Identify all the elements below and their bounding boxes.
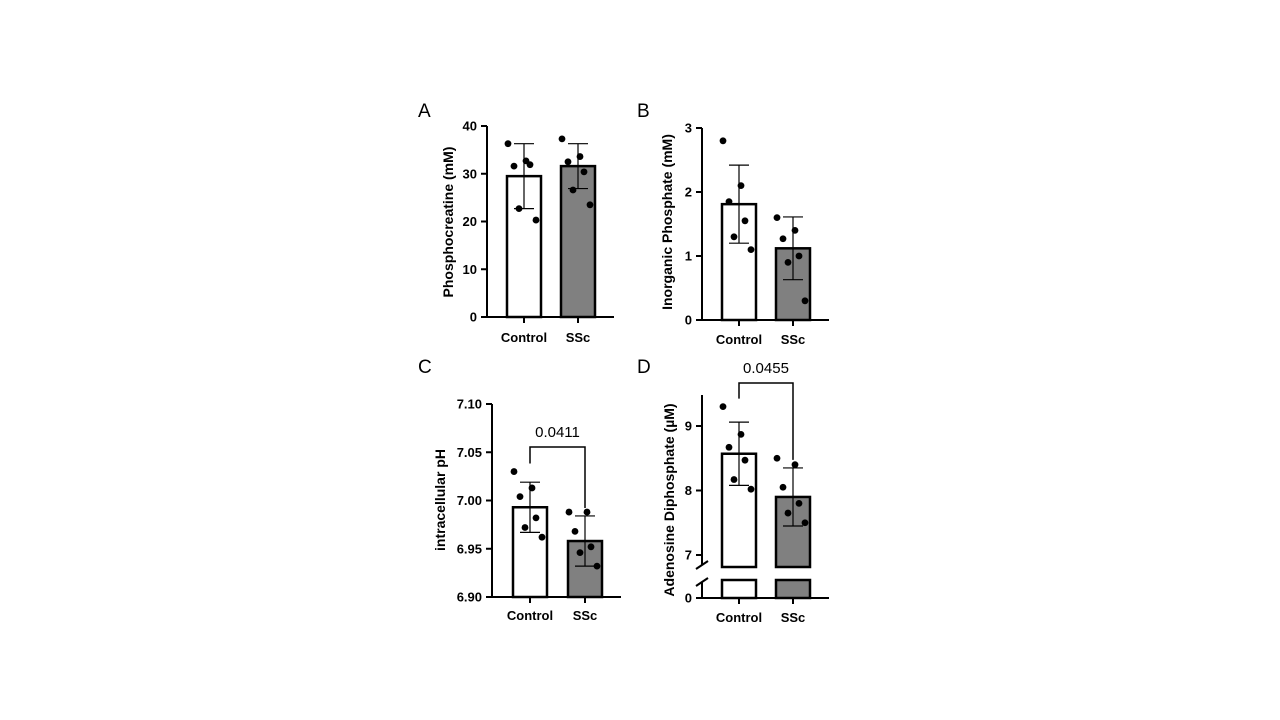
data-point	[737, 182, 745, 190]
y-tick-label: 6.90	[457, 590, 482, 605]
data-point	[504, 140, 512, 148]
data-point	[737, 430, 745, 438]
data-point	[569, 186, 577, 194]
y-axis-label: Phosphocreatine (mM)	[440, 147, 456, 298]
x-tick-label: SSc	[781, 610, 806, 625]
data-point	[571, 527, 579, 535]
y-tick-label: 6.95	[457, 541, 482, 556]
data-point	[526, 161, 534, 169]
data-point	[741, 217, 749, 225]
data-point	[538, 533, 546, 541]
data-point	[532, 514, 540, 522]
axis-break-gap	[720, 568, 758, 579]
data-point	[576, 549, 584, 557]
data-point	[747, 485, 755, 493]
x-tick-label: SSc	[781, 332, 806, 347]
data-point	[565, 508, 573, 516]
data-point	[510, 468, 518, 475]
y-tick-label: 0	[685, 591, 692, 606]
data-point	[515, 205, 523, 213]
significance-bracket	[738, 382, 794, 460]
y-axis-label: Inorganic Phosphate (mM)	[659, 134, 675, 310]
y-axis-label: intracellular pH	[432, 449, 448, 551]
data-point	[587, 543, 595, 551]
x-tick-label: Control	[507, 608, 553, 623]
panel-label: B	[637, 101, 650, 122]
data-point	[801, 297, 809, 305]
data-point	[773, 214, 781, 222]
data-point	[580, 168, 588, 176]
data-point	[719, 137, 727, 145]
y-tick-label: 8	[685, 483, 692, 498]
y-axis-label: Adenosine Diphosphate (µM)	[661, 403, 677, 596]
data-point	[791, 227, 799, 234]
data-point	[741, 456, 749, 464]
data-point	[747, 246, 755, 254]
y-tick-label: 10	[463, 262, 477, 277]
data-point	[586, 201, 594, 209]
data-point	[725, 198, 733, 206]
data-point	[730, 233, 738, 241]
panel-d: D Adenosine Diphosphate (µM) Control SSc 0 7 8…	[637, 357, 829, 625]
y-tick-label: 0	[470, 310, 477, 325]
data-point	[779, 483, 787, 491]
y-tick-label: 7.00	[457, 493, 482, 508]
panel-label: A	[418, 101, 431, 122]
data-point	[532, 216, 540, 224]
data-point	[516, 493, 524, 501]
x-tick-label: SSc	[566, 330, 591, 345]
data-point	[576, 153, 584, 160]
p-value-label: 0.0455	[743, 360, 789, 377]
x-tick-label: Control	[716, 610, 762, 625]
y-tick-label: 7	[685, 548, 692, 563]
axis-break-mark	[695, 577, 709, 587]
axis-break-gap	[774, 568, 812, 579]
data-point	[593, 562, 601, 570]
y-tick-label: 7.05	[457, 445, 482, 460]
data-point	[528, 484, 536, 492]
p-value-label: 0.0411	[535, 424, 580, 441]
data-point	[719, 403, 727, 411]
y-tick-label: 3	[685, 121, 692, 136]
data-point	[564, 158, 572, 166]
bar-lower-segment	[720, 578, 758, 600]
significance-bracket	[529, 446, 586, 508]
panel-label: D	[637, 357, 651, 378]
data-point	[558, 135, 566, 143]
y-tick-label: 7.10	[457, 397, 482, 412]
data-point	[730, 476, 738, 483]
data-point	[779, 235, 787, 243]
data-point	[795, 252, 803, 260]
bar-lower-segment	[774, 578, 812, 600]
data-point	[773, 454, 781, 462]
data-point	[521, 524, 529, 531]
y-tick-label: 40	[463, 119, 477, 134]
data-point	[725, 443, 733, 451]
x-tick-label: SSc	[573, 608, 598, 623]
axis-break-mark	[695, 560, 709, 570]
y-tick-label: 9	[685, 419, 692, 434]
data-point	[795, 500, 803, 507]
data-point	[784, 259, 792, 266]
y-tick-label: 30	[463, 166, 477, 181]
y-tick-label: 2	[685, 185, 692, 200]
x-tick-label: Control	[716, 332, 762, 347]
data-point	[791, 461, 799, 469]
panel-label: C	[418, 357, 432, 378]
y-tick-label: 20	[463, 214, 477, 229]
data-point	[784, 509, 792, 517]
data-point	[583, 508, 591, 516]
data-point	[801, 519, 809, 527]
y-tick-label: 0	[685, 313, 692, 328]
x-tick-label: Control	[501, 330, 547, 345]
data-point	[510, 162, 518, 170]
y-tick-label: 1	[685, 249, 692, 264]
panel-a: A Phosphocreatine (mM) Control SSc 0 10 20 30 40	[418, 101, 614, 345]
